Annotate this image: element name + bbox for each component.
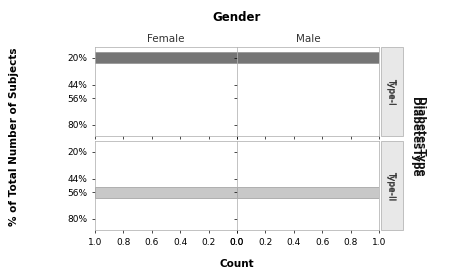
Text: DiabetesType: DiabetesType — [410, 97, 420, 177]
Bar — [95, 52, 237, 63]
Bar — [237, 187, 379, 198]
Bar — [95, 187, 237, 198]
Text: Type-II: Type-II — [388, 171, 396, 200]
Bar — [237, 52, 379, 63]
Title: Female: Female — [147, 35, 185, 44]
Text: DiabetesType: DiabetesType — [415, 97, 425, 177]
Text: % of Total Number of Subjects: % of Total Number of Subjects — [9, 48, 19, 226]
Title: Male: Male — [296, 35, 320, 44]
Text: Count: Count — [219, 259, 255, 269]
Text: Type-II: Type-II — [386, 171, 395, 200]
Text: Type-I: Type-I — [386, 78, 395, 105]
Text: Type-I: Type-I — [388, 78, 396, 105]
Text: Gender: Gender — [213, 11, 261, 24]
